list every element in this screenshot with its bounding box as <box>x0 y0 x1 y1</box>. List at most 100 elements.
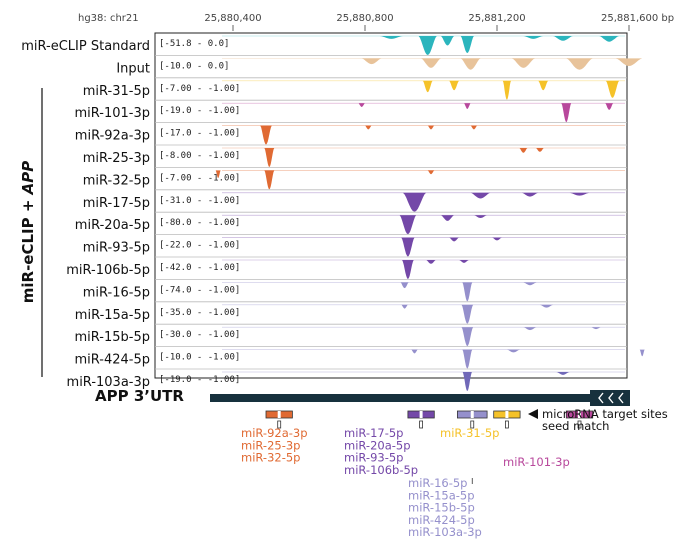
track-panel-frame <box>154 32 628 379</box>
site-mirna-label: miR-103a-3p <box>408 525 482 539</box>
site-mirna-label: miR-25-3p <box>241 438 300 452</box>
track-row: miR-16-5p [-74.0 - -1.00] <box>83 278 627 302</box>
track-name: miR-424-5p <box>75 353 151 368</box>
site-mirna-label: miR-101-3p <box>503 455 570 469</box>
signal-peak <box>215 170 221 178</box>
signal-peak <box>462 372 472 391</box>
signal-peak <box>566 58 593 70</box>
track-row: miR-93-5p [-22.0 - -1.00] <box>83 234 627 257</box>
signal-peak <box>553 36 573 41</box>
signal-peak <box>422 80 433 93</box>
signal-peak <box>399 215 417 235</box>
site-mirna-label: miR-32-5p <box>241 451 300 465</box>
signal-peak <box>539 304 554 308</box>
group-label: miR-eCLIP + <box>19 200 37 304</box>
track-row: miR-15a-5p [-35.0 - -1.00] <box>75 301 627 324</box>
signal-peak <box>569 192 590 196</box>
signal-peak <box>418 36 437 55</box>
signal-peak <box>462 349 473 369</box>
signal-peak <box>639 349 645 357</box>
signal-peak <box>556 372 570 375</box>
strand-arrow-icon <box>608 392 614 404</box>
track-name: miR-92a-3p <box>75 129 150 144</box>
signal-peak <box>492 237 502 241</box>
site-legend: microRNA target sites seed match <box>528 407 668 433</box>
signal-peak <box>538 80 549 91</box>
track-range: [-17.0 - -1.00] <box>159 129 240 139</box>
target-site: miR-31-5p <box>440 410 521 440</box>
signal-peak <box>591 327 601 330</box>
signal-peak <box>421 58 441 68</box>
track-panel: miR-eCLIP Standard [-51.8 - 0.0] Input [-10… <box>21 35 645 391</box>
site-mirna-label: miR-424-5p <box>408 513 475 527</box>
track-name: miR-15a-5p <box>75 308 150 323</box>
seed-match-box <box>504 420 509 429</box>
signal-peak <box>400 282 409 289</box>
track-name: miR-93-5p <box>83 241 150 256</box>
track-range: [-30.0 - -1.00] <box>159 330 240 340</box>
svg-text:miR-eCLIP + APP: miR-eCLIP + APP <box>19 161 37 304</box>
track-name: miR-17-5p <box>83 196 150 211</box>
signal-peak <box>605 80 620 98</box>
signal-peak <box>470 192 491 199</box>
group-label-gene: APP <box>19 161 37 196</box>
signal-peak <box>440 36 455 46</box>
site-mirna-label: miR-92a-3p <box>241 426 308 440</box>
track-row: miR-92a-3p [-17.0 - -1.00] <box>75 122 627 145</box>
track-row: miR-eCLIP Standard [-51.8 - 0.0] <box>21 35 625 55</box>
seed-match-box <box>470 420 475 429</box>
track-row: miR-101-3p [-19.0 - -1.00] <box>75 99 627 123</box>
track-name: miR-31-5p <box>83 84 150 99</box>
track-row: miR-17-5p [-31.0 - -1.00] <box>83 189 627 212</box>
legend-sites-label: microRNA target sites <box>542 407 668 421</box>
seed-mark <box>419 411 423 418</box>
signal-peak <box>427 170 435 175</box>
signal-peak <box>523 282 537 286</box>
signal-peak <box>459 260 469 263</box>
signal-peak <box>264 170 275 190</box>
signal-peak <box>473 215 488 218</box>
track-range: [-10.0 - -1.00] <box>159 353 240 363</box>
track-name: miR-106b-5p <box>66 263 150 278</box>
signal-peak <box>449 237 460 242</box>
tick-label: 25,881,200 <box>468 13 525 24</box>
seed-match-box <box>577 420 582 429</box>
track-row: miR-20a-5p [-80.0 - -1.00] <box>75 211 627 235</box>
track-range: [-35.0 - -1.00] <box>159 308 240 318</box>
track-row: miR-25-3p [-8.00 - -1.00] <box>83 144 627 167</box>
track-row: miR-103a-3p [-19.0 - -1.00] <box>67 368 627 391</box>
signal-peak <box>561 103 572 123</box>
signal-peak <box>449 80 460 91</box>
signal-peak <box>379 36 403 39</box>
track-name: miR-16-5p <box>83 285 150 300</box>
signal-peak <box>402 260 414 279</box>
signal-peak <box>401 237 415 257</box>
signal-peak <box>523 327 537 331</box>
signal-peak <box>464 103 471 109</box>
seed-match-box <box>277 420 282 429</box>
signal-peak <box>506 349 521 353</box>
track-range: [-80.0 - -1.00] <box>159 218 240 228</box>
signal-peak <box>460 36 474 54</box>
signal-peak <box>511 58 535 68</box>
signal-peak <box>365 125 372 130</box>
track-name: miR-15b-5p <box>75 330 150 345</box>
utr-bar <box>210 394 590 402</box>
signal-peak <box>427 125 435 130</box>
track-row: miR-106b-5p [-42.0 - -1.00] <box>66 256 627 279</box>
strand-arrow-icon <box>618 392 624 404</box>
site-mirna-label: miR-17-5p <box>344 426 403 440</box>
signal-peak <box>402 192 427 212</box>
signal-peak <box>502 80 511 100</box>
track-range: [-31.0 - -1.00] <box>159 196 240 206</box>
signal-peak <box>461 327 474 347</box>
utr-track <box>210 390 630 406</box>
site-mirna-label: miR-15a-5p <box>408 488 475 502</box>
signal-peak <box>411 349 418 354</box>
group-bracket: miR-eCLIP + APP <box>19 88 43 377</box>
track-range: [-42.0 - -1.00] <box>159 263 240 273</box>
utr-label: APP 3’UTR <box>95 387 184 405</box>
signal-peak <box>599 36 620 42</box>
